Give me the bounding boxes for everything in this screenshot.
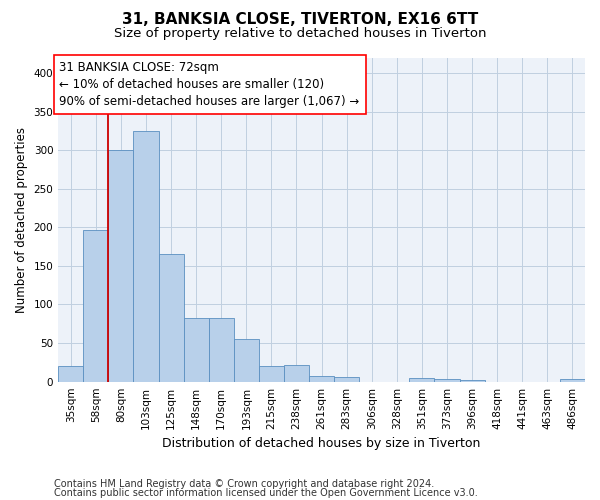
Text: 31 BANKSIA CLOSE: 72sqm
← 10% of detached houses are smaller (120)
90% of semi-d: 31 BANKSIA CLOSE: 72sqm ← 10% of detache… (59, 62, 359, 108)
Text: 31, BANKSIA CLOSE, TIVERTON, EX16 6TT: 31, BANKSIA CLOSE, TIVERTON, EX16 6TT (122, 12, 478, 28)
Bar (259, 366, 284, 382)
Bar (334, 377, 359, 382)
Bar (560, 380, 585, 382)
Bar (58, 366, 83, 382)
Bar (109, 150, 133, 382)
Bar (158, 254, 184, 382)
Bar (284, 364, 309, 382)
Bar (460, 380, 485, 382)
Text: Contains public sector information licensed under the Open Government Licence v3: Contains public sector information licen… (54, 488, 478, 498)
Y-axis label: Number of detached properties: Number of detached properties (15, 126, 28, 312)
Bar (434, 378, 460, 382)
Bar (184, 318, 209, 382)
Text: Contains HM Land Registry data © Crown copyright and database right 2024.: Contains HM Land Registry data © Crown c… (54, 479, 434, 489)
Bar (83, 230, 109, 382)
Bar (133, 131, 158, 382)
Bar (309, 376, 334, 382)
Bar (234, 339, 259, 382)
X-axis label: Distribution of detached houses by size in Tiverton: Distribution of detached houses by size … (163, 437, 481, 450)
Bar (409, 378, 434, 382)
Bar (209, 318, 234, 382)
Text: Size of property relative to detached houses in Tiverton: Size of property relative to detached ho… (114, 28, 486, 40)
